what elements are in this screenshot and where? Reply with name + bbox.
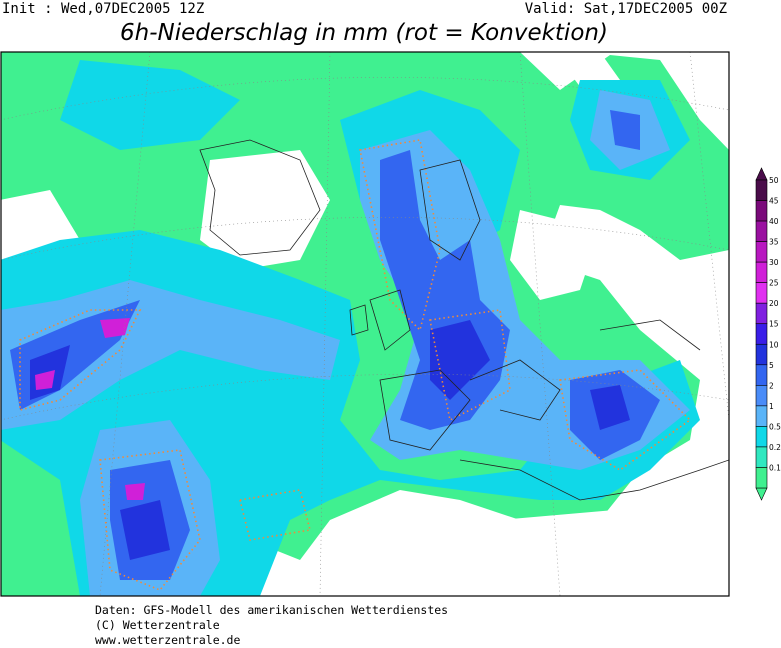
legend-label: 0.1: [769, 463, 781, 472]
legend-label: 25: [769, 279, 779, 288]
legend-label: 10: [769, 340, 779, 349]
footer-line: (C) Wetterzentrale: [95, 618, 220, 632]
legend-label: 5: [769, 361, 774, 370]
legend-label: 2: [769, 381, 774, 390]
map-frame: [0, 51, 730, 597]
legend-swatch: [755, 343, 768, 366]
legend-swatch: [755, 261, 768, 283]
map: [1, 52, 729, 596]
legend-swatch: [755, 385, 768, 407]
legend-swatch: [755, 220, 768, 242]
legend-swatch: [755, 364, 768, 386]
legend-label: 0.2: [769, 443, 781, 452]
legend-label: 45: [769, 197, 779, 206]
legend-label: 35: [769, 238, 779, 247]
legend-label: 15: [769, 320, 779, 329]
legend-swatch: [755, 282, 768, 304]
legend-label: 20: [769, 299, 779, 308]
legend-swatch: [755, 426, 768, 448]
legend-swatch: [755, 405, 768, 427]
footer-line: www.wetterzentrale.de: [95, 633, 240, 647]
init-time: Init : Wed,07DEC2005 12Z: [2, 1, 204, 17]
legend-swatch: [755, 323, 768, 345]
legend-cap: [755, 487, 768, 501]
legend-label: 30: [769, 258, 779, 267]
legend-swatch: [755, 302, 768, 325]
legend-cap: [755, 167, 768, 181]
title: 6h-Niederschlag in mm (rot = Konvektion): [120, 20, 608, 46]
legend-swatch: [755, 467, 768, 489]
legend-label: 1: [769, 402, 774, 411]
legend-label: 50: [769, 176, 779, 185]
legend-swatch: [755, 200, 768, 222]
legend-swatch: [755, 446, 768, 468]
valid-time: Valid: Sat,17DEC2005 00Z: [525, 1, 727, 17]
footer-line: Daten: GFS-Modell des amerikanischen Wet…: [95, 603, 448, 617]
legend-label: 0.5: [769, 422, 781, 431]
legend-swatch: [755, 241, 768, 263]
legend-swatch: [755, 179, 768, 201]
legend-label: 40: [769, 217, 779, 226]
